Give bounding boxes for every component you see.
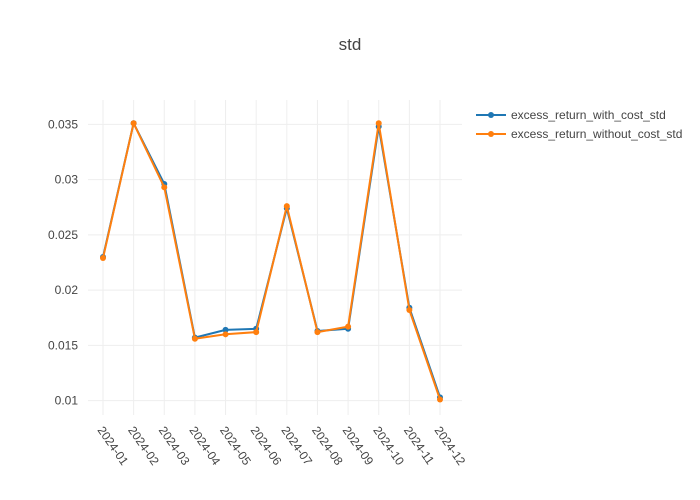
y-axis-ticks: 0.01 0.015 0.02 0.025 0.03 0.035: [48, 117, 78, 407]
legend-item-1[interactable]: excess_return_with_cost_std: [476, 108, 666, 122]
legend-marker: [488, 112, 494, 118]
y-tick-label: 0.01: [55, 394, 79, 408]
data-point: [406, 307, 413, 313]
data-point: [437, 396, 443, 403]
chart-title: std: [339, 35, 362, 54]
y-tick-label: 0.025: [48, 228, 78, 242]
grid-layer: [88, 100, 462, 415]
data-point: [222, 331, 229, 338]
data-point: [345, 323, 352, 330]
y-tick-label: 0.03: [55, 173, 79, 187]
series-line-2: [102, 122, 441, 400]
legend-item-2[interactable]: excess_return_without_cost_std: [476, 127, 682, 141]
y-tick-label: 0.035: [48, 117, 78, 131]
data-point: [314, 329, 321, 336]
data-point: [100, 255, 106, 262]
data-point: [375, 120, 382, 127]
data-point: [283, 203, 290, 210]
data-point: [130, 120, 137, 127]
series-layer: [100, 120, 443, 403]
data-point: [191, 335, 198, 342]
data-point: [222, 326, 229, 333]
legend[interactable]: excess_return_with_cost_std excess_return…: [476, 108, 682, 141]
legend-marker: [488, 131, 494, 137]
data-point: [161, 184, 168, 191]
y-tick-label: 0.015: [48, 338, 78, 352]
legend-label: excess_return_with_cost_std: [511, 108, 666, 122]
data-point: [253, 329, 260, 336]
y-tick-label: 0.02: [55, 283, 79, 297]
legend-label: excess_return_without_cost_std: [511, 127, 682, 141]
